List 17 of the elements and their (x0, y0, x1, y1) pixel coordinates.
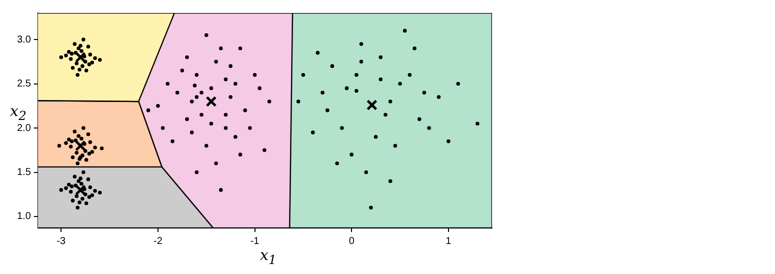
y-tick-label: 1.5 (16, 167, 32, 178)
y-tick-label: 1.0 (16, 211, 32, 222)
point (75, 184, 86, 196)
y-tick-label: 3.0 (16, 34, 32, 46)
point (206, 96, 217, 107)
x-tick-label: 1 (446, 236, 452, 247)
x-tick-label: -3 (56, 236, 66, 247)
point (75, 140, 86, 152)
point (75, 52, 86, 63)
y-axis-title: x$_{2}$ (10, 102, 26, 123)
y-tick-label: 2.0 (16, 122, 32, 134)
x-tick-label: -2 (154, 236, 163, 247)
x-tick-label: -1 (250, 236, 260, 247)
point (366, 100, 378, 111)
x-axis-title: x$_{1}$ (260, 246, 276, 267)
x-tick-label: 0 (348, 236, 355, 247)
y-tick-label: 2.5 (16, 78, 32, 90)
